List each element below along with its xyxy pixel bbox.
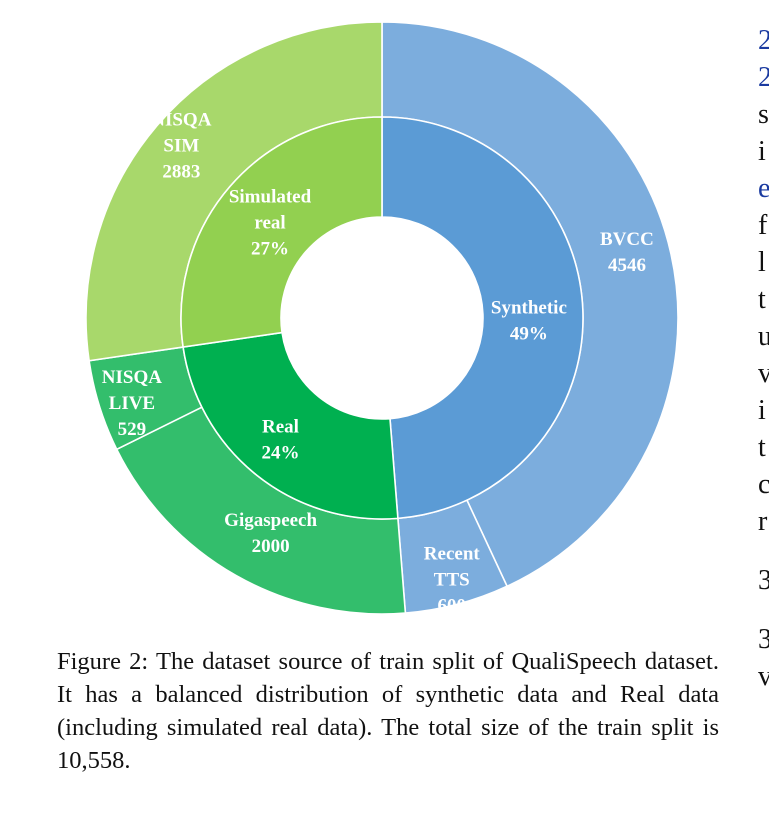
column-char: v [758, 358, 769, 389]
column-char: 2 [758, 62, 769, 93]
column-char: f [758, 210, 768, 241]
inner-label-simulated-real-27: Simulated real 27% [229, 187, 312, 260]
outer-label-nisqa-live-529: NISQA LIVE 529 [102, 367, 162, 440]
column-char: i [758, 136, 766, 167]
column-char: e [758, 173, 769, 204]
column-char: l [758, 247, 766, 278]
outer-labels: BVCC 4546 Recent TTS 600 Gigaspeech 2000 NISQA L… [102, 110, 654, 617]
column-char: s [758, 99, 769, 130]
outer-label-recent-tts-600: Recent TTS 600 [424, 543, 481, 616]
inner-slice-real-24 [182, 331, 399, 520]
outer-ring [85, 21, 679, 615]
column-char: u [758, 321, 769, 352]
outer-label-bvcc-4546: BVCC 4546 [600, 229, 654, 276]
column-char: 2 [758, 25, 769, 56]
outer-label-gigaspeech-2000: Gigaspeech 2000 [224, 510, 317, 557]
column-char: 3 [758, 624, 769, 655]
column-char: c [758, 469, 769, 500]
inner-label-synthetic-49: Synthetic 49% [491, 298, 567, 345]
inner-labels: Synthetic 49% Real 24% Simulated real 27% [229, 187, 567, 464]
figure-caption: Figure 2: The dataset source of train sp… [57, 648, 719, 774]
outer-label-nisqa-sim-2883: NISQA SIM 2883 [151, 110, 211, 183]
inner-slice-synthetic-49 [381, 116, 584, 520]
column-char: v [758, 661, 769, 692]
column-char: 3 [758, 565, 769, 596]
inner-label-real-24: Real 24% [261, 416, 299, 463]
column-char: t [758, 284, 766, 315]
column-char: t [758, 432, 766, 463]
column-char: i [758, 395, 766, 426]
inner-ring [180, 116, 584, 520]
inner-slice-simulated-real-27 [180, 116, 383, 348]
column-char: r [758, 506, 768, 537]
nested-donut-chart: BVCC 4546 Recent TTS 600 Gigaspeech 2000 NISQA L… [85, 21, 679, 617]
